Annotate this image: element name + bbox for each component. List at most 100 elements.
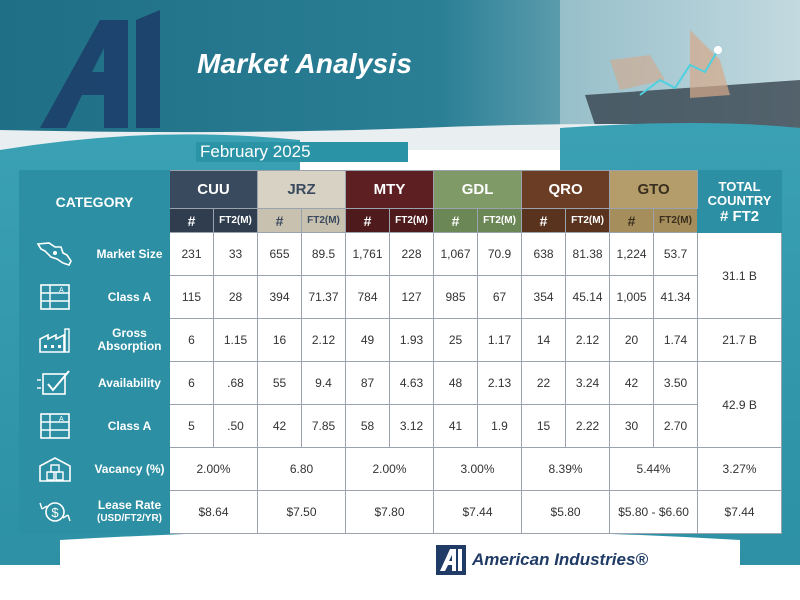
total-country-header: TOTAL COUNTRY # FT2 xyxy=(697,170,783,233)
table-cell: 3.00% xyxy=(433,447,523,491)
warehouse-boxes-icon xyxy=(19,447,90,491)
table-cell: 985 xyxy=(433,275,479,319)
table-cell: 55 xyxy=(257,361,302,405)
table-cell: $7.80 xyxy=(344,490,435,534)
table-cell: $7.50 xyxy=(257,490,346,534)
table-cell: 6 xyxy=(169,361,214,405)
table-row: $ Lease Rate (USD/FT2/YR) $8.64 $7.50 $7… xyxy=(19,490,783,534)
table-row: A Class A 115 28 394 71.37 784 127 985 6… xyxy=(19,275,782,319)
table-cell: 394 xyxy=(257,275,302,319)
table-cell: 41 xyxy=(433,404,479,448)
table-row: Market Size 231 33 655 89.5 1,761 228 1,… xyxy=(19,232,783,319)
table-cell: 1,761 xyxy=(345,232,390,276)
table-cell: 48 xyxy=(433,361,479,405)
table-cell: $5.80 xyxy=(521,490,611,534)
table-cell: 3.12 xyxy=(388,404,435,448)
row-label: Lease Rate (USD/FT2/YR) xyxy=(89,490,170,534)
ai-logo-mark xyxy=(40,10,160,128)
factory-icon xyxy=(19,318,90,362)
table-cell: 6 xyxy=(169,318,214,362)
sub-count: # xyxy=(609,208,655,233)
mexico-map-icon xyxy=(19,232,90,276)
lease-label-line2: (USD/FT2/YR) xyxy=(97,513,162,524)
table-cell: 2.00% xyxy=(344,447,435,491)
row-label: Market Size xyxy=(89,232,170,276)
table-cell: 6.80 xyxy=(257,447,346,491)
sub-ft2: FT2(M) xyxy=(301,208,346,233)
table-cell: 15 xyxy=(521,404,567,448)
sub-ft2: FT2(M) xyxy=(388,208,435,233)
report-date: February 2025 xyxy=(196,142,408,162)
table-row: Vacancy (%) 2.00% 6.80 2.00% 3.00% 8.39%… xyxy=(19,447,783,491)
table-cell: 638 xyxy=(521,232,567,276)
table-cell: 22 xyxy=(521,361,567,405)
table-cell: 71.37 xyxy=(301,275,346,319)
table-cell: 87 xyxy=(345,361,390,405)
table-cell: 127 xyxy=(388,275,435,319)
city-header-mty: MTY xyxy=(344,170,435,209)
table-cell: 7.85 xyxy=(301,404,346,448)
table-cell: 33 xyxy=(213,232,258,276)
city-header-gto: GTO xyxy=(609,170,699,209)
table-cell: 8.39% xyxy=(521,447,611,491)
table-cell: 1,067 xyxy=(433,232,479,276)
market-table: CATEGORY CUU JRZ MTY GDL QRO GTO TOTAL C… xyxy=(19,170,783,534)
table-cell: 20 xyxy=(609,318,655,362)
table-cell: 2.00% xyxy=(169,447,258,491)
table-cell: 81.38 xyxy=(565,232,611,276)
row-label: Vacancy (%) xyxy=(89,447,170,491)
table-cell: 3.50 xyxy=(653,361,699,405)
table-cell: 2.22 xyxy=(565,404,611,448)
table-row: Gross Absorption 6 1.15 16 2.12 49 1.93 … xyxy=(19,318,783,362)
total-cell: 31.1 B xyxy=(697,232,783,319)
total-cell: 42.9 B xyxy=(697,361,783,448)
svg-text:A: A xyxy=(59,416,64,423)
category-header: CATEGORY xyxy=(19,170,170,233)
dollar-cycle-icon: $ xyxy=(19,490,90,534)
table-cell: 16 xyxy=(257,318,302,362)
table-cell: 231 xyxy=(169,232,214,276)
table-cell: 25 xyxy=(433,318,479,362)
table-cell: 9.4 xyxy=(301,361,346,405)
sub-count: # xyxy=(345,208,390,233)
table-cell: 49 xyxy=(345,318,390,362)
sub-count: # xyxy=(257,208,302,233)
table-cell: 1.15 xyxy=(213,318,258,362)
table-cell: .68 xyxy=(213,361,258,405)
row-label: Availability xyxy=(89,361,170,405)
table-cell: 115 xyxy=(169,275,214,319)
table-cell: 1.93 xyxy=(388,318,435,362)
sub-ft2: FT2(M) xyxy=(565,208,611,233)
table-row: A Class A 5 .50 42 7.85 58 3.12 41 1.9 1… xyxy=(19,404,782,448)
city-header-jrz: JRZ xyxy=(257,170,346,209)
table-cell: 2.13 xyxy=(477,361,523,405)
table-cell: 89.5 xyxy=(301,232,346,276)
table-cell: 784 xyxy=(345,275,390,319)
table-cell: 3.24 xyxy=(565,361,611,405)
table-cell: 14 xyxy=(521,318,567,362)
table-cell: 1,224 xyxy=(609,232,655,276)
total-cell: 3.27% xyxy=(697,447,783,491)
table-cell: 2.12 xyxy=(565,318,611,362)
table-cell: 53.7 xyxy=(653,232,699,276)
table-cell: 30 xyxy=(609,404,655,448)
table-cell: 42 xyxy=(257,404,302,448)
table-cell: 2.70 xyxy=(653,404,699,448)
table-cell: 2.12 xyxy=(301,318,346,362)
page-title: Market Analysis xyxy=(197,48,413,79)
total-cell: 21.7 B xyxy=(697,318,783,362)
table-cell: 1.9 xyxy=(477,404,523,448)
checkbox-icon xyxy=(19,361,90,405)
table-cell: 5.44% xyxy=(609,447,699,491)
total-cell: $7.44 xyxy=(697,490,783,534)
table-cell: 5 xyxy=(169,404,214,448)
table-cell: 42 xyxy=(609,361,655,405)
table-cell: 1.17 xyxy=(477,318,523,362)
sub-ft2: FT2(M) xyxy=(477,208,523,233)
brand-name: American Industries® xyxy=(472,550,648,569)
table-row: Availability 6 .68 55 9.4 87 4.63 48 2.1… xyxy=(19,361,783,448)
sub-count: # xyxy=(521,208,567,233)
table-cell: 58 xyxy=(345,404,390,448)
table-cell: 28 xyxy=(213,275,258,319)
american-industries-logo-icon xyxy=(436,545,466,575)
